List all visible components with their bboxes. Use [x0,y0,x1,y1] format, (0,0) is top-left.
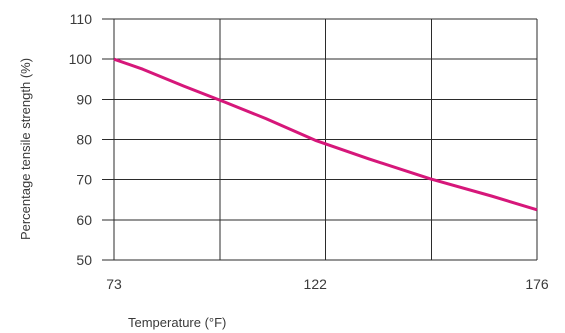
y-axis-ticks: 50 60 70 80 90 100 110 [69,11,93,268]
x-tick-label: 73 [106,276,122,292]
y-tick-label: 110 [70,11,93,27]
y-tick-label: 50 [76,252,92,268]
y-tick-label: 90 [76,91,92,107]
x-axis-label: Temperature (°F) [128,315,226,330]
x-axis-ticks: 73 122 176 [106,276,549,292]
x-tick-label: 122 [304,276,328,292]
series-line [113,57,538,212]
y-tick-label: 100 [69,51,93,67]
x-tick-label: 176 [525,276,549,292]
y-tick-label: 80 [76,132,92,148]
y-axis-label: Percentage tensile strength (%) [18,58,33,240]
grid [102,18,538,261]
y-tick-label: 60 [76,212,92,228]
series-layer [113,57,538,212]
y-tick-label: 70 [76,172,92,188]
